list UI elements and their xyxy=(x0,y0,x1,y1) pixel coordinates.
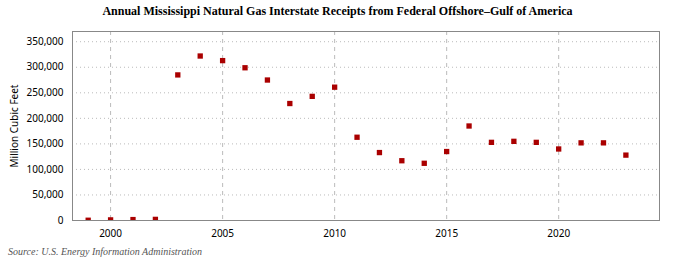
svg-text:2005: 2005 xyxy=(211,226,234,240)
svg-text:50,000: 50,000 xyxy=(32,187,64,201)
svg-text:100,000: 100,000 xyxy=(27,162,64,176)
svg-text:2010: 2010 xyxy=(323,226,346,240)
svg-text:2000: 2000 xyxy=(99,226,122,240)
svg-text:250,000: 250,000 xyxy=(27,85,64,99)
svg-text:Million Cubic Feet: Million Cubic Feet xyxy=(7,84,21,167)
html-text:Annual Mississippi Natural Gas: Annual Mississippi Natural Gas Interstat… xyxy=(102,4,573,18)
svg-text:300,000: 300,000 xyxy=(27,59,64,73)
svg-text:2015: 2015 xyxy=(435,226,458,240)
html-text:Source: U.S. Energy Informatio: Source: U.S. Energy Information Administ… xyxy=(8,246,203,257)
svg-text:2020: 2020 xyxy=(547,226,570,240)
svg-text:150,000: 150,000 xyxy=(27,136,64,150)
svg-text:350,000: 350,000 xyxy=(27,34,64,48)
svg-text:200,000: 200,000 xyxy=(27,111,64,125)
svg-text:0: 0 xyxy=(58,213,64,227)
